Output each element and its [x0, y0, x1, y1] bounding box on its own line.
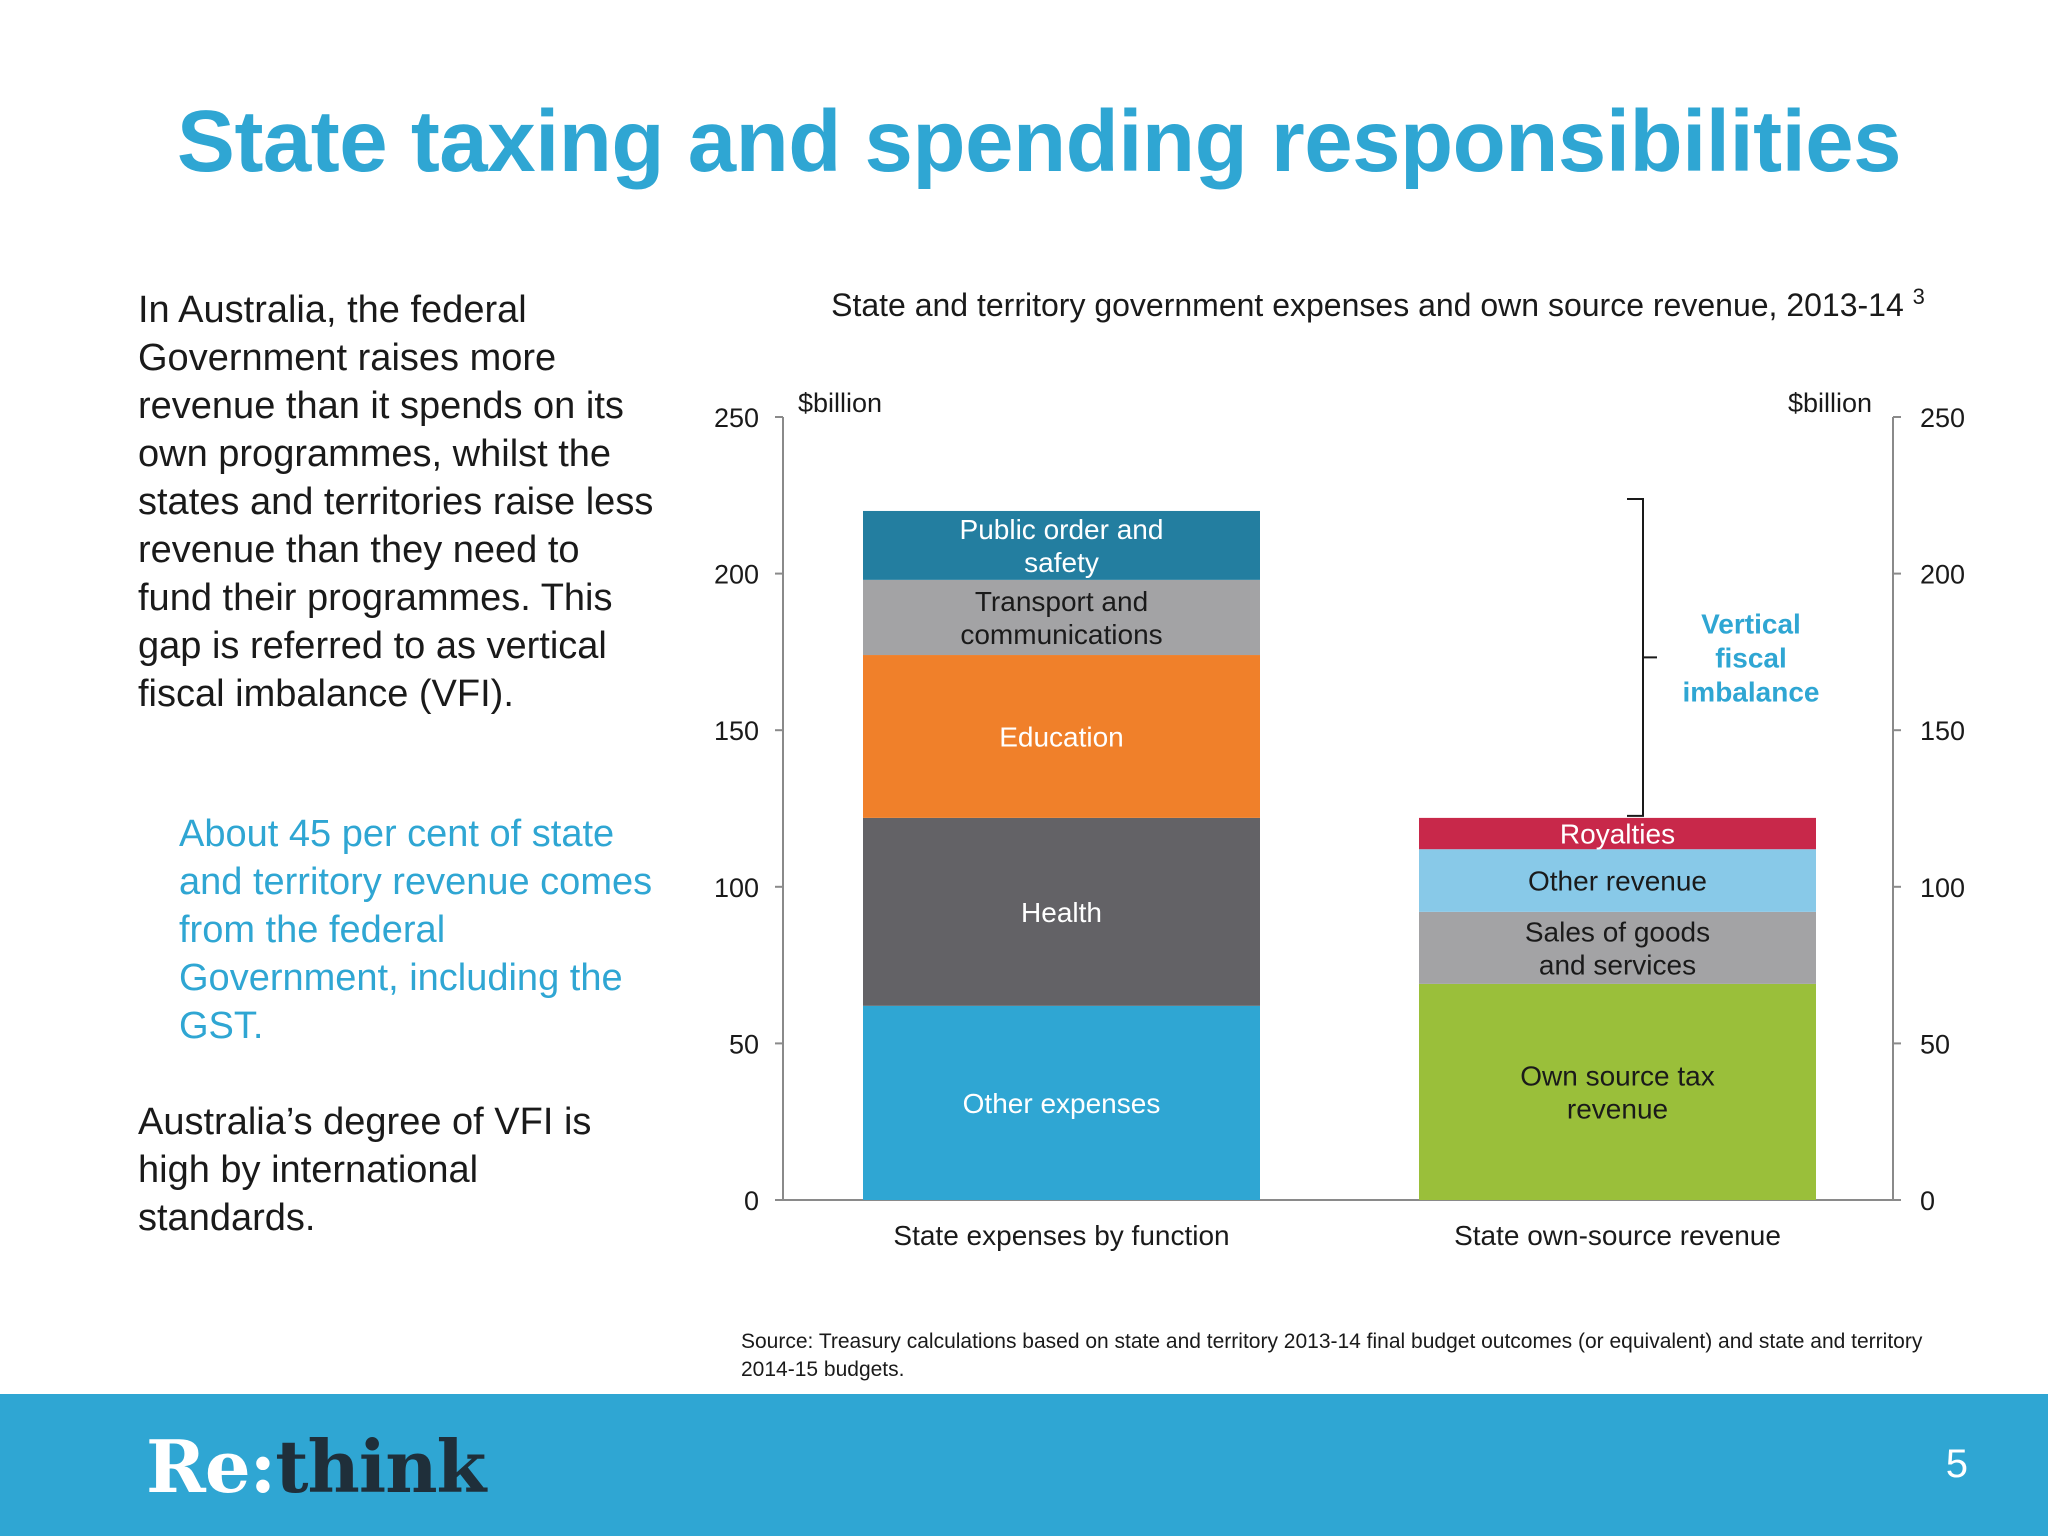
y-tick-label-right: 250	[1920, 403, 1965, 433]
bar-segment-label-line: safety	[1024, 547, 1099, 578]
bar-segment-label: Public order and safety	[960, 514, 1164, 578]
y-tick-label-right: 100	[1920, 873, 1965, 903]
bar-segment-label: Other expenses	[963, 1088, 1161, 1119]
bar-segment-label: Own source tax revenue	[1520, 1060, 1715, 1124]
imbalance-label-line: imbalance	[1683, 676, 1820, 707]
slide-title: State taxing and spending responsibiliti…	[176, 93, 1902, 190]
bar-segment	[1419, 849, 1816, 912]
y-tick-label-right: 50	[1920, 1029, 1950, 1059]
bar-segment	[863, 1005, 1260, 1200]
bar-segment-label-line: Sales of goods	[1525, 916, 1710, 947]
x-category-label: State own-source revenue	[1454, 1220, 1781, 1251]
bar-segment	[1419, 983, 1816, 1200]
bar-segment-label-line: Royalties	[1560, 819, 1675, 850]
bar-segment-label: Royalties	[1560, 819, 1675, 850]
y-tick-label-left: 100	[714, 873, 759, 903]
bar-segment-label-line: Other revenue	[1528, 866, 1707, 897]
logo-prefix: Re:	[146, 1424, 276, 1509]
intro-paragraph: In Australia, the federal Government rai…	[138, 289, 654, 715]
bar-segment	[863, 817, 1260, 1006]
y-tick-label-left: 0	[744, 1186, 759, 1216]
bar-segment	[1419, 817, 1816, 850]
bar-segment-label: Other revenue	[1528, 866, 1707, 897]
chart-title-footnote: 3	[1913, 284, 1925, 309]
imbalance-label-line: fiscal	[1715, 642, 1787, 673]
rethink-logo: Re:think	[146, 1424, 486, 1509]
y-tick-label-left: 50	[729, 1029, 759, 1059]
highlight-paragraph: About 45 per cent of state and territory…	[179, 813, 653, 1047]
bar-segment-label-line: Transport and	[975, 586, 1148, 617]
bar-segment-label-line: Own source tax	[1520, 1060, 1715, 1091]
imbalance-label: Vertical fiscal imbalance	[1683, 608, 1820, 707]
x-category-label: State expenses by function	[893, 1220, 1229, 1251]
chart-title: State and territory government expenses …	[831, 284, 1925, 323]
source-note: Source: Treasury calculations based on s…	[741, 1330, 1923, 1381]
y-tick-label-right: 0	[1920, 1186, 1935, 1216]
bar-segment-label: Education	[999, 721, 1124, 752]
bar-segment-label-line: communications	[960, 619, 1162, 650]
bar-segment	[1419, 911, 1816, 984]
bar-segment-label: Health	[1021, 897, 1102, 928]
logo-suffix: think	[275, 1424, 486, 1509]
imbalance-bracket	[1627, 497, 1657, 817]
bar-segment	[863, 655, 1260, 818]
y-tick-label-left: 250	[714, 403, 759, 433]
bar-segment-label-line: revenue	[1567, 1093, 1668, 1124]
imbalance-label-line: Vertical	[1701, 608, 1801, 639]
bar-segment-label: Sales of goods and services	[1525, 916, 1710, 980]
y-tick-label-left: 150	[714, 716, 759, 746]
bar-segment-label-line: Other expenses	[963, 1088, 1161, 1119]
conclusion-paragraph: Australia’s degree of VFI is high by int…	[138, 1101, 592, 1239]
y-tick-label-right: 200	[1920, 560, 1965, 590]
y-unit-left: $billion	[798, 388, 882, 418]
bar-segment-label-line: Public order and	[960, 514, 1164, 545]
y-tick-label-right: 150	[1920, 716, 1965, 746]
y-tick-label-left: 200	[714, 560, 759, 590]
stacked-bar-chart: State and territory government expenses …	[714, 284, 1965, 1251]
bar-segment	[863, 579, 1260, 656]
bar-segment-label: Transport and communications	[960, 586, 1162, 650]
bar-segment-label-line: Education	[999, 721, 1124, 752]
footer-bar: Re:think 5	[0, 1394, 2048, 1536]
bar-segment	[863, 510, 1260, 580]
y-unit-right: $billion	[1788, 388, 1872, 418]
bar-segment-label-line: and services	[1539, 949, 1696, 980]
page-number: 5	[1945, 1442, 1968, 1486]
bar-segment-label-line: Health	[1021, 897, 1102, 928]
